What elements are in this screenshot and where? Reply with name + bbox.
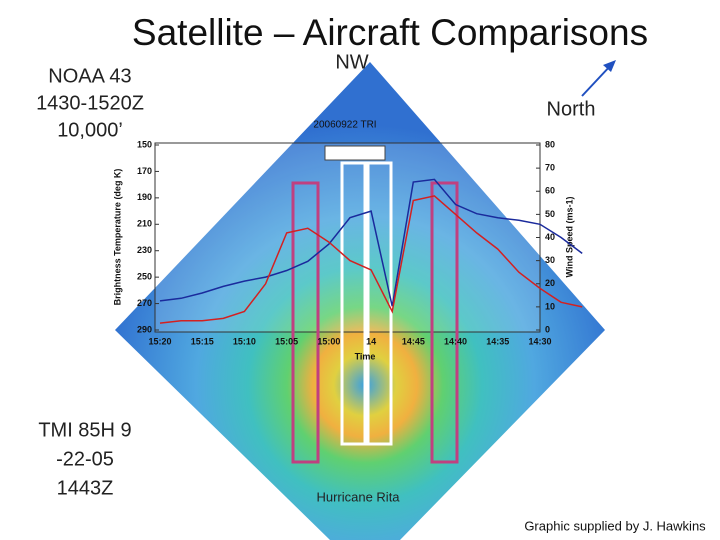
left-text: TMI 85H 9 — [38, 419, 131, 441]
left-text: -22-05 — [56, 448, 114, 470]
y2-tick-label: 10 — [545, 301, 555, 311]
x-tick-label: 14:35 — [486, 336, 509, 346]
y-tick-label: 250 — [137, 272, 152, 282]
x-tick-label: 15:20 — [148, 336, 171, 346]
y-tick-label: 270 — [137, 298, 152, 308]
x-tick-label: 15:00 — [317, 336, 340, 346]
credit: Graphic supplied by J. Hawkins — [524, 518, 706, 533]
x-tick-label: 15:10 — [233, 336, 256, 346]
storm-label: Hurricane Rita — [316, 489, 400, 504]
highlight-box — [291, 181, 320, 464]
series-line — [159, 195, 583, 324]
x-tick-label: 14:40 — [444, 336, 467, 346]
y2-axis-label: Wind Speed (ms-1) — [564, 197, 574, 278]
y2-tick-label: 70 — [545, 163, 555, 173]
y2-tick-label: 30 — [545, 255, 555, 265]
y2-tick-label: 80 — [545, 139, 555, 149]
highlight-box — [430, 181, 459, 464]
y2-tick-label: 40 — [545, 232, 555, 242]
x-tick-label: 14:45 — [402, 336, 425, 346]
y-axis-label: Brightness Temperature (deg K) — [112, 169, 122, 306]
plot-frame — [154, 142, 541, 333]
y-tick-label: 170 — [137, 166, 152, 176]
left-text: NOAA 43 — [48, 65, 131, 87]
y-tick-label: 190 — [137, 192, 152, 202]
y-tick-label: 150 — [137, 139, 152, 149]
y-tick-label: 210 — [137, 219, 152, 229]
left-text: 10,000’ — [57, 119, 123, 141]
chart-title: 20060922 TRI — [313, 120, 376, 131]
x-axis-label: Time — [355, 351, 376, 361]
legend-box — [324, 145, 386, 161]
x-tick-label: 15:15 — [191, 336, 214, 346]
y-tick-label: 230 — [137, 245, 152, 255]
left-text: 1430-1520Z — [36, 92, 144, 114]
satellite-image — [115, 62, 605, 540]
highlight-box — [340, 161, 367, 446]
x-tick-label: 14:30 — [528, 336, 551, 346]
north-label: North — [547, 98, 596, 120]
y2-tick-label: 50 — [545, 209, 555, 219]
x-tick-label: 15:05 — [275, 336, 298, 346]
y-tick-label: 290 — [137, 324, 152, 334]
series-line — [159, 178, 583, 307]
nw-label: NW — [335, 51, 368, 73]
arrow-head — [603, 60, 616, 72]
north-arrow — [581, 63, 613, 97]
y2-tick-label: 20 — [545, 278, 555, 288]
y2-tick-label: 0 — [545, 324, 550, 334]
left-text: 1443Z — [57, 477, 114, 499]
slide-title: Satellite – Aircraft Comparisons — [132, 12, 648, 53]
x-tick-label: 14 — [366, 336, 376, 346]
y2-tick-label: 60 — [545, 186, 555, 196]
